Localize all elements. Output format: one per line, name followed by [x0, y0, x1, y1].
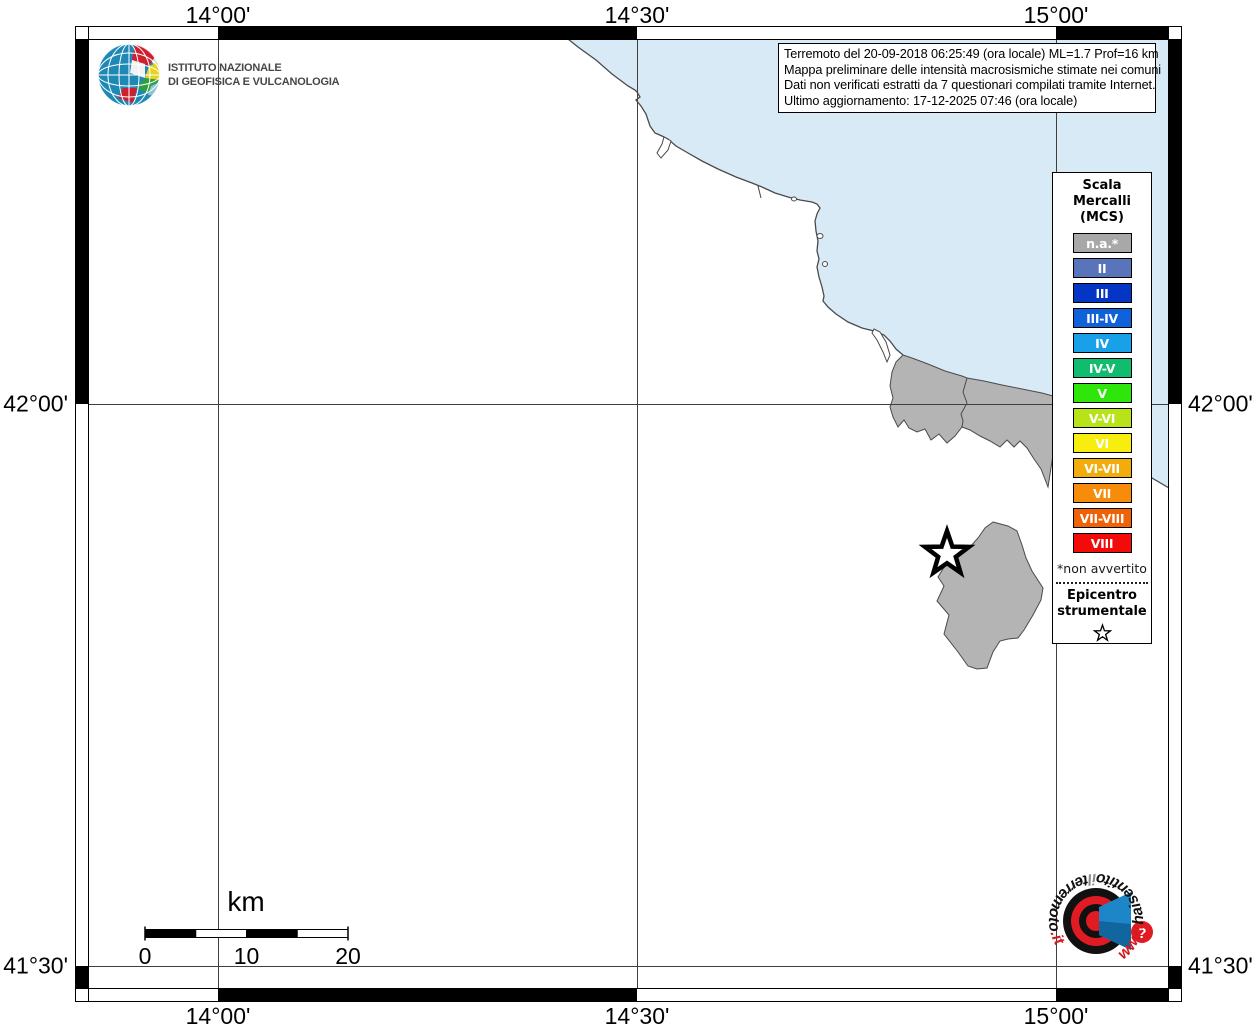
ingv-name-line1: ISTITUTO NAZIONALE [168, 62, 282, 74]
left-axis-label-lat1: 41°30' [3, 952, 68, 979]
legend-title-line3: (MCS) [1080, 210, 1124, 225]
mercalli-scale-legend: Scala Mercalli (MCS) n.a.* II III III-IV… [1052, 172, 1152, 644]
sea-area [568, 39, 1169, 488]
ingv-logo-globe [98, 44, 160, 106]
left-axis-label-lat0: 42°00' [3, 390, 68, 417]
legend-swatch-iii-iv: III-IV [1072, 308, 1132, 328]
legend-epicenter-label: Epicentro strumentale [1057, 588, 1147, 620]
legend-footnote: *non avvertito [1057, 561, 1147, 576]
scale-bar-label-20: 20 [335, 943, 361, 969]
legend-star-icon [1092, 623, 1112, 642]
legend-swatch-vii: VII [1072, 483, 1132, 503]
legend-swatch-ii: II [1072, 258, 1132, 278]
info-line-data: Dati non verificati estratti da 7 questi… [784, 78, 1156, 93]
info-line-map: Mappa preliminare delle intensità macros… [784, 62, 1162, 77]
legend-title-line2: Mercalli [1072, 194, 1131, 209]
right-axis-label-lat1: 41°30' [1188, 952, 1253, 979]
legend-swatch-vii-viii: VII-VIII [1072, 508, 1132, 528]
info-line-update: Ultimo aggiornamento: 17-12-2025 07:46 (… [784, 93, 1078, 108]
legend-swatch-vi: VI [1072, 433, 1132, 453]
top-axis-label-lon1: 14°30' [604, 2, 670, 28]
bottom-axis-label-lon0: 14°00' [185, 1003, 251, 1029]
legend-title-line1: Scala [1082, 178, 1122, 193]
municipality-boundary [960, 377, 968, 428]
question-mark-icon: ? [1131, 921, 1153, 943]
info-line-event: Terremoto del 20-09-2018 06:25:49 (ora l… [784, 47, 1159, 61]
right-axis-label-lat0: 42°00' [1188, 390, 1253, 417]
legend-swatch-v-vi: V-VI [1072, 408, 1132, 428]
scale-bar [144, 926, 349, 941]
legend-swatch-v: V [1072, 383, 1132, 403]
coastal-details [656, 136, 891, 364]
legend-swatch-iv-v: IV-V [1072, 358, 1132, 378]
legend-epicenter-line2: strumentale [1057, 604, 1147, 619]
megaphone-icon [1099, 892, 1131, 950]
scale-bar-unit: km [227, 886, 265, 917]
legend-swatch-iii: III [1072, 283, 1132, 303]
legend-swatch-vi-vii: VI-VII [1072, 458, 1132, 478]
legend-swatch-list: n.a.* II III III-IV IV IV-V V V-VI VI VI… [1072, 233, 1132, 558]
top-axis-label-lon0: 14°00' [185, 2, 251, 28]
haisentitoilterremoto-logo: ? www.haisentitoilterremoto .it [1045, 870, 1153, 963]
legend-separator [1056, 582, 1148, 584]
bottom-axis-label-lon1: 14°30' [604, 1003, 670, 1029]
top-axis-label-lon2: 15°00' [1023, 2, 1089, 28]
epicenter-star-icon [918, 524, 976, 579]
legend-epicenter-line1: Epicentro [1067, 588, 1137, 603]
legend-swatch-viii: VIII [1072, 533, 1132, 553]
earthquake-info-box: Terremoto del 20-09-2018 06:25:49 (ora l… [778, 43, 1162, 114]
scale-bar-label-10: 10 [233, 943, 260, 969]
bottom-axis-label-lon2: 15°00' [1023, 1003, 1089, 1029]
legend-swatch-iv: IV [1072, 333, 1132, 353]
svg-text:?: ? [1137, 925, 1146, 942]
ingv-name-line2: DI GEOFISICA E VULCANOLOGIA [168, 76, 340, 88]
scale-bar-label-0: 0 [138, 943, 152, 969]
affected-municipality-coastal [889, 354, 1054, 489]
legend-swatch-na: n.a.* [1072, 233, 1132, 253]
legend-title: Scala Mercalli (MCS) [1073, 178, 1131, 226]
map-frame [75, 26, 1182, 1002]
